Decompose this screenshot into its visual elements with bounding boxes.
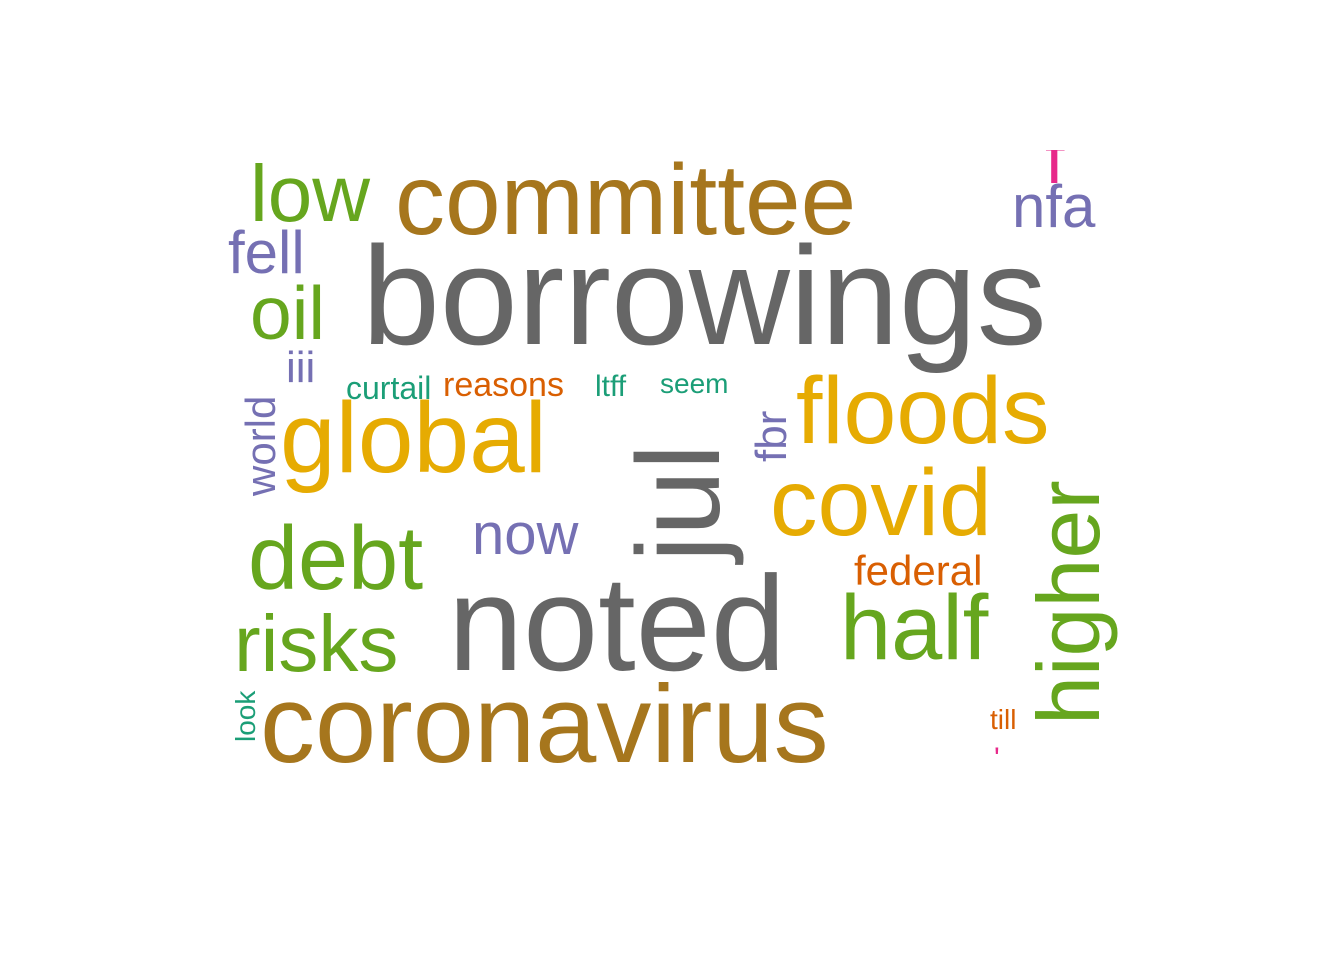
word-borrowings: borrowings bbox=[362, 217, 1047, 374]
word-committee: committee bbox=[395, 150, 857, 256]
word-cloud-frame: committee borrowings noted coronavirus jul gl… bbox=[220, 150, 1120, 767]
word-half: half bbox=[840, 577, 989, 679]
word-ltff: ltff bbox=[595, 370, 627, 403]
word-oil: oil bbox=[250, 271, 326, 355]
word-covid: covid bbox=[770, 450, 992, 556]
word-pink-fragment-bottom: ' bbox=[994, 742, 1000, 768]
word-floods: floods bbox=[796, 358, 1050, 464]
word-risks: risks bbox=[234, 599, 399, 688]
word-world: world bbox=[237, 395, 284, 496]
word-curtail: curtail bbox=[346, 370, 432, 406]
word-now: now bbox=[472, 502, 579, 567]
word-noted: noted bbox=[448, 548, 786, 699]
word-reasons: reasons bbox=[443, 366, 564, 404]
word-debt: debt bbox=[248, 509, 424, 609]
word-federal: federal bbox=[854, 547, 983, 594]
word-jul: jul bbox=[613, 443, 745, 562]
word-global: global bbox=[280, 382, 547, 494]
word-fbr: fbr bbox=[747, 410, 796, 462]
word-seem: seem bbox=[660, 368, 729, 399]
word-low: low bbox=[250, 150, 371, 238]
word-look: look bbox=[230, 690, 261, 742]
word-iii: iii bbox=[286, 343, 316, 392]
word-till: till bbox=[990, 704, 1017, 735]
word-higher: higher bbox=[1019, 480, 1118, 725]
word-coronavirus: coronavirus bbox=[260, 663, 829, 768]
word-fell: fell bbox=[228, 219, 305, 286]
word-nfa: nfa bbox=[1012, 173, 1096, 240]
word-pink-fragment-top: f bbox=[1045, 150, 1065, 198]
